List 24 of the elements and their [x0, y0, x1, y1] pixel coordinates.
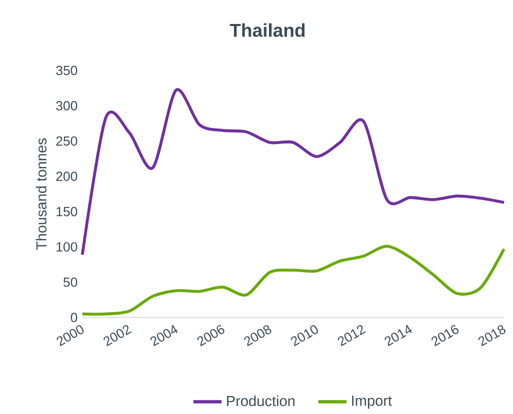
x-tick-label: 2014	[384, 324, 412, 346]
line-series	[80, 244, 506, 316]
line-series	[80, 88, 506, 256]
x-tick-label: 2006	[197, 325, 224, 346]
y-axis-title: Thousand tonnes	[36, 138, 47, 250]
y-tick-label: 150	[56, 207, 78, 216]
x-tick-label: 2018	[478, 325, 506, 346]
x-tick-label: 2010	[291, 325, 318, 346]
y-tick-label: 250	[56, 136, 78, 146]
x-tick-label: 2008	[244, 325, 272, 346]
legend-label: Production	[227, 396, 294, 406]
x-tick-label: 2016	[432, 325, 459, 346]
legend-label: Import	[352, 396, 392, 409]
y-tick-label: 300	[56, 101, 78, 111]
y-tick-label: 350	[56, 66, 78, 76]
x-tick-label: 2002	[104, 325, 132, 346]
y-tick-label: 100	[56, 242, 78, 252]
y-tick-label: 50	[64, 278, 78, 288]
x-tick-label: 2004	[150, 324, 178, 346]
y-tick-label: 200	[56, 172, 78, 182]
chart-title: Thailand	[230, 23, 305, 38]
y-tick-label: 0	[70, 312, 78, 322]
x-tick-label: 2012	[338, 325, 366, 346]
x-tick-label: 2000	[56, 325, 84, 346]
